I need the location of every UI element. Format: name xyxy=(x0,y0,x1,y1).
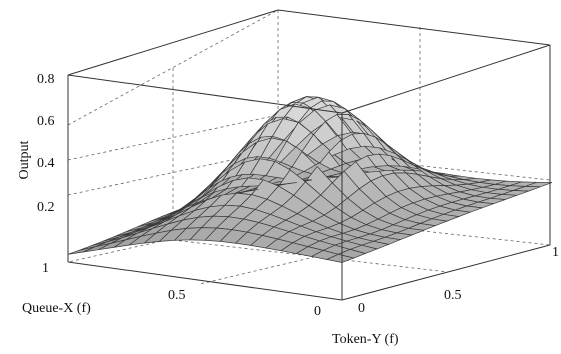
x-tick-label: 0 xyxy=(314,304,321,319)
z-ticks: 0.8 0.6 0.4 0.2 xyxy=(37,72,55,215)
surface-mesh xyxy=(67,96,553,263)
box-frame xyxy=(67,9,551,301)
y-ticks: 0 0.5 1 xyxy=(358,245,559,316)
z-tick-label: 0.6 xyxy=(37,114,55,129)
surface-patch xyxy=(67,246,96,255)
z-tick-label: 0.2 xyxy=(37,200,55,215)
x-axis-label: Queue-X (f) xyxy=(22,301,91,316)
y-tick-label: 0.5 xyxy=(444,288,462,303)
x-ticks: 1 0.5 0 xyxy=(42,261,321,319)
z-tick-label: 0.4 xyxy=(37,156,55,171)
x-tick-label: 0.5 xyxy=(168,288,186,303)
z-tick-label: 0.8 xyxy=(37,72,55,87)
x-tick-label: 1 xyxy=(42,261,49,276)
y-tick-label: 1 xyxy=(552,245,559,260)
z-axis-label: Output xyxy=(17,140,32,179)
y-axis-label: Token-Y (f) xyxy=(332,332,399,347)
y-tick-label: 0 xyxy=(358,301,365,316)
